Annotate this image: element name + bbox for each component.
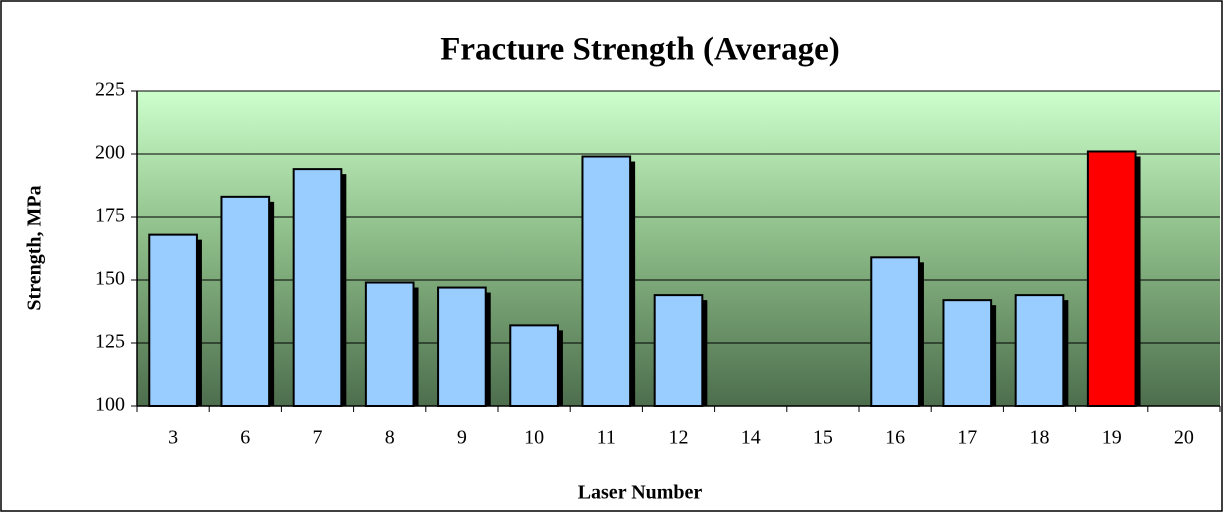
bar	[870, 256, 920, 407]
y-tick-label: 100	[95, 394, 125, 416]
x-tick-label: 19	[1102, 427, 1122, 449]
x-tick-label: 14	[741, 427, 761, 449]
x-tick-label: 18	[1030, 427, 1050, 449]
x-tick-label: 20	[1174, 427, 1194, 449]
bar	[942, 299, 993, 407]
bar	[1086, 150, 1137, 407]
x-tick-label: 8	[385, 427, 395, 449]
x-tick-label: 10	[524, 427, 544, 449]
x-tick-label: 17	[957, 427, 977, 449]
x-axis-label: Laser Number	[578, 482, 703, 504]
y-axis-label: Strength, MPa	[24, 185, 46, 310]
y-tick-label: 125	[95, 331, 125, 353]
y-tick-label: 200	[95, 142, 125, 164]
y-tick-label: 225	[95, 79, 125, 101]
x-tick-label: 6	[240, 427, 250, 449]
x-tick-label: 12	[669, 427, 689, 449]
x-tick-label: 9	[457, 427, 467, 449]
x-tick-label: 3	[168, 427, 178, 449]
bar	[220, 195, 271, 407]
chart-title: Fracture Strength (Average)	[440, 32, 840, 68]
x-tick-label: 11	[597, 427, 616, 449]
bar	[653, 294, 704, 407]
bar	[364, 281, 415, 407]
x-tick-label: 15	[813, 427, 833, 449]
y-tick-label: 150	[95, 268, 125, 290]
x-tick-label: 7	[313, 427, 323, 449]
bar	[581, 155, 632, 407]
x-tick-label: 16	[885, 427, 905, 449]
bar	[292, 168, 343, 407]
bar	[437, 286, 487, 407]
bar	[148, 233, 198, 407]
bar	[1014, 294, 1065, 407]
y-tick-label: 175	[95, 205, 125, 227]
bar	[509, 324, 559, 407]
